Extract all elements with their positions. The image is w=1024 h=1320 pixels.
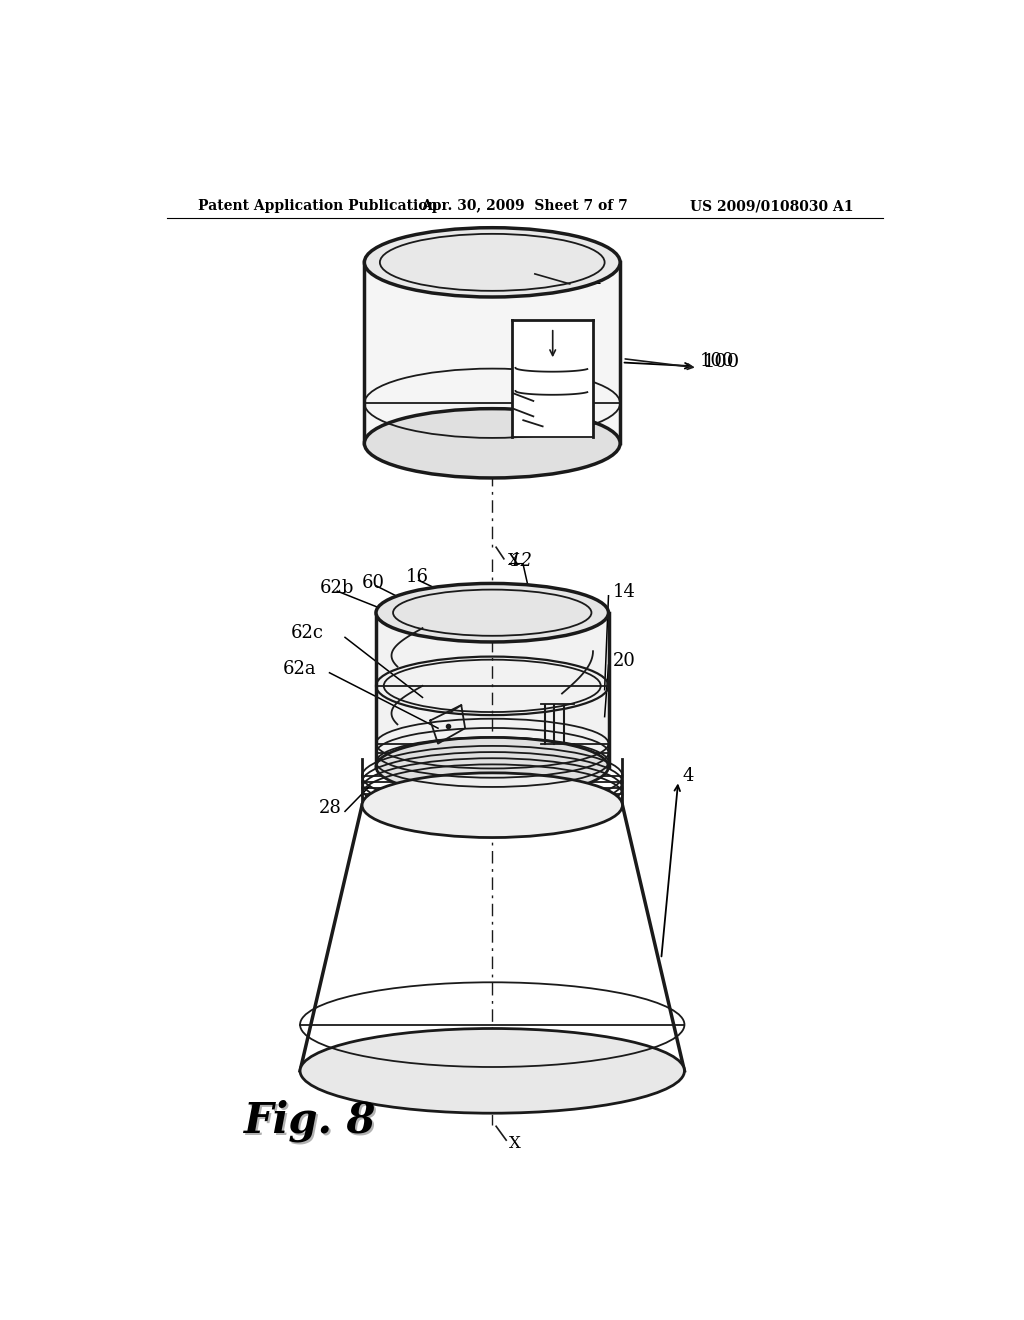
Ellipse shape — [376, 738, 608, 796]
Text: 14: 14 — [612, 583, 635, 601]
Text: 62a: 62a — [283, 660, 316, 678]
Ellipse shape — [376, 583, 608, 642]
Text: 28: 28 — [318, 799, 342, 817]
Ellipse shape — [365, 409, 621, 478]
Text: 44: 44 — [579, 271, 602, 288]
Text: 62c: 62c — [291, 624, 324, 643]
Ellipse shape — [362, 774, 623, 838]
Text: 12: 12 — [509, 552, 532, 570]
FancyBboxPatch shape — [365, 263, 621, 444]
FancyBboxPatch shape — [376, 612, 608, 767]
Text: Patent Application Publication: Patent Application Publication — [198, 199, 437, 213]
Text: 100: 100 — [703, 354, 740, 371]
Text: 62b: 62b — [321, 579, 354, 597]
Text: Apr. 30, 2009  Sheet 7 of 7: Apr. 30, 2009 Sheet 7 of 7 — [421, 199, 628, 213]
Text: 16: 16 — [406, 569, 428, 586]
Text: 4: 4 — [682, 767, 693, 785]
Ellipse shape — [365, 227, 621, 297]
Text: US 2009/0108030 A1: US 2009/0108030 A1 — [690, 199, 853, 213]
Text: 60: 60 — [362, 574, 385, 591]
Text: 20: 20 — [613, 652, 636, 671]
Ellipse shape — [300, 1028, 684, 1113]
Text: Fig. 8: Fig. 8 — [245, 1100, 377, 1142]
Text: 44: 44 — [578, 269, 602, 288]
Text: X: X — [509, 1135, 521, 1152]
Text: X: X — [508, 552, 519, 569]
Text: Fig. 8: Fig. 8 — [246, 1101, 378, 1143]
Bar — [512, 321, 593, 437]
Text: 100: 100 — [700, 352, 734, 370]
